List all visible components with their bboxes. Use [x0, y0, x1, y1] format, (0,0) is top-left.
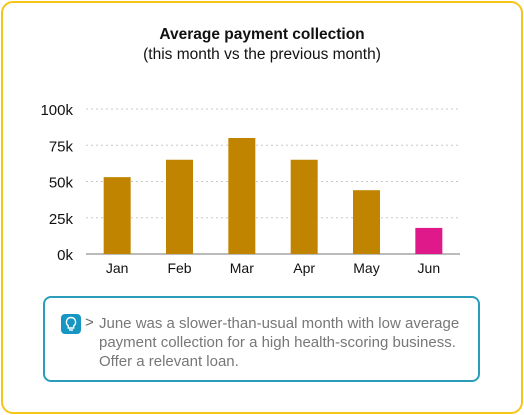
- bar-feb: [166, 159, 193, 254]
- insight-arrow: >: [85, 314, 94, 331]
- chart-subtitle: (this month vs the previous month): [143, 46, 381, 63]
- y-tick-label: 0k: [57, 247, 73, 264]
- bar-mar: [228, 138, 256, 254]
- y-tick-label: 75k: [49, 138, 74, 155]
- x-tick-label: Feb: [167, 260, 191, 276]
- bar-apr: [290, 159, 318, 254]
- insight-text: June was a slower-than-usual month with …: [99, 315, 460, 370]
- x-tick-label: Apr: [293, 260, 315, 276]
- bar-jan: [103, 177, 131, 254]
- chart-title: Average payment collection: [159, 26, 365, 43]
- insight-box: > June was a slower-than-usual month wit…: [43, 296, 480, 382]
- bar-jun: [415, 227, 443, 254]
- bar-chart: 0k 25k 50k 75k 100k Jan Feb Mar Apr May Jun: [40, 102, 460, 276]
- x-tick-label: Mar: [230, 260, 254, 276]
- x-tick-label: May: [353, 260, 379, 276]
- y-tick-label: 50k: [49, 175, 74, 192]
- lightbulb-icon: [61, 314, 81, 334]
- y-tick-label: 100k: [40, 102, 73, 119]
- y-tick-label: 25k: [49, 211, 74, 228]
- x-tick-label: Jun: [418, 260, 441, 276]
- bar-may: [353, 190, 380, 254]
- x-tick-label: Jan: [106, 260, 129, 276]
